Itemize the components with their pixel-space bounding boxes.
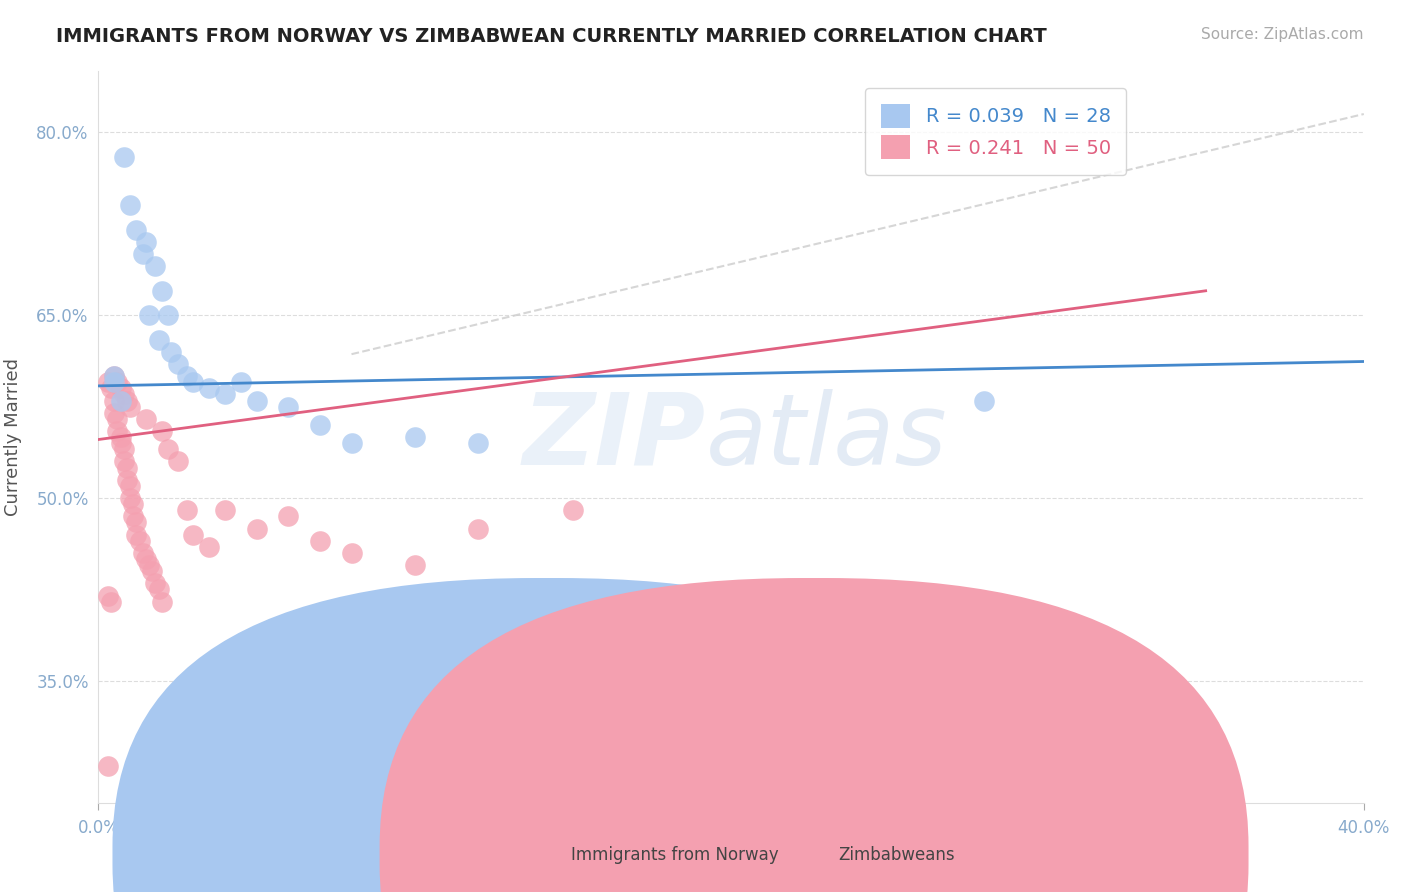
Point [120, 400, 141, 414]
Point [404, 430, 426, 444]
Point [198, 540, 221, 554]
Point [183, 527, 205, 541]
Point [125, 223, 148, 237]
Point [97, 589, 120, 603]
Point [246, 521, 269, 535]
Point [150, 284, 173, 298]
Point [107, 412, 129, 426]
Point [141, 564, 163, 578]
Legend: R = 0.039   N = 28, R = 0.241   N = 50: R = 0.039 N = 28, R = 0.241 N = 50 [865, 88, 1126, 175]
Point [103, 375, 125, 389]
Point [103, 393, 125, 408]
Point [135, 412, 157, 426]
Point [157, 442, 180, 457]
Point [214, 503, 236, 517]
Point [135, 552, 157, 566]
Point [107, 424, 129, 438]
Point [103, 369, 125, 384]
Point [138, 558, 160, 573]
Point [277, 400, 299, 414]
Point [100, 594, 122, 608]
Point [157, 308, 180, 322]
Point [100, 381, 122, 395]
Text: Immigrants from Norway: Immigrants from Norway [571, 847, 779, 864]
Point [166, 357, 188, 371]
Point [112, 442, 135, 457]
Point [110, 393, 132, 408]
Point [150, 424, 173, 438]
Text: 0.0%: 0.0% [77, 819, 120, 837]
Point [160, 344, 183, 359]
Point [110, 381, 132, 395]
Point [246, 393, 269, 408]
Point [112, 387, 135, 401]
Point [176, 503, 198, 517]
Point [138, 308, 160, 322]
Point [229, 375, 252, 389]
Point [148, 333, 170, 347]
Point [309, 533, 332, 548]
Point [97, 375, 120, 389]
Point [404, 558, 426, 573]
Point [97, 759, 120, 773]
Point [166, 454, 188, 468]
Point [128, 533, 150, 548]
Point [214, 387, 236, 401]
Point [103, 369, 125, 384]
Text: IMMIGRANTS FROM NORWAY VS ZIMBABWEAN CURRENTLY MARRIED CORRELATION CHART: IMMIGRANTS FROM NORWAY VS ZIMBABWEAN CUR… [56, 27, 1047, 45]
Point [115, 460, 138, 475]
Point [561, 503, 585, 517]
Text: atlas: atlas [706, 389, 948, 485]
Point [122, 509, 145, 524]
Point [132, 546, 155, 560]
Point [183, 375, 205, 389]
Point [145, 260, 166, 274]
Y-axis label: Currently Married: Currently Married [4, 358, 22, 516]
Point [176, 369, 198, 384]
Point [107, 375, 129, 389]
Point [467, 436, 489, 450]
Point [340, 546, 363, 560]
Point [115, 473, 138, 487]
Point [145, 576, 166, 591]
Point [150, 594, 173, 608]
Text: 40.0%: 40.0% [1337, 819, 1391, 837]
Point [309, 417, 332, 432]
Point [132, 247, 155, 261]
Point [103, 406, 125, 420]
Point [120, 491, 141, 505]
Point [122, 497, 145, 511]
Point [125, 527, 148, 541]
Point [467, 521, 489, 535]
Text: Zimbabweans: Zimbabweans [838, 847, 955, 864]
Point [973, 393, 995, 408]
Point [110, 430, 132, 444]
Point [110, 436, 132, 450]
Text: Source: ZipAtlas.com: Source: ZipAtlas.com [1201, 27, 1364, 42]
Point [120, 198, 141, 212]
Point [277, 509, 299, 524]
Point [198, 381, 221, 395]
Point [135, 235, 157, 249]
Point [125, 516, 148, 530]
Point [115, 393, 138, 408]
Point [112, 150, 135, 164]
Text: ZIP: ZIP [523, 389, 706, 485]
Point [340, 436, 363, 450]
Point [120, 479, 141, 493]
Point [112, 454, 135, 468]
Point [148, 582, 170, 597]
